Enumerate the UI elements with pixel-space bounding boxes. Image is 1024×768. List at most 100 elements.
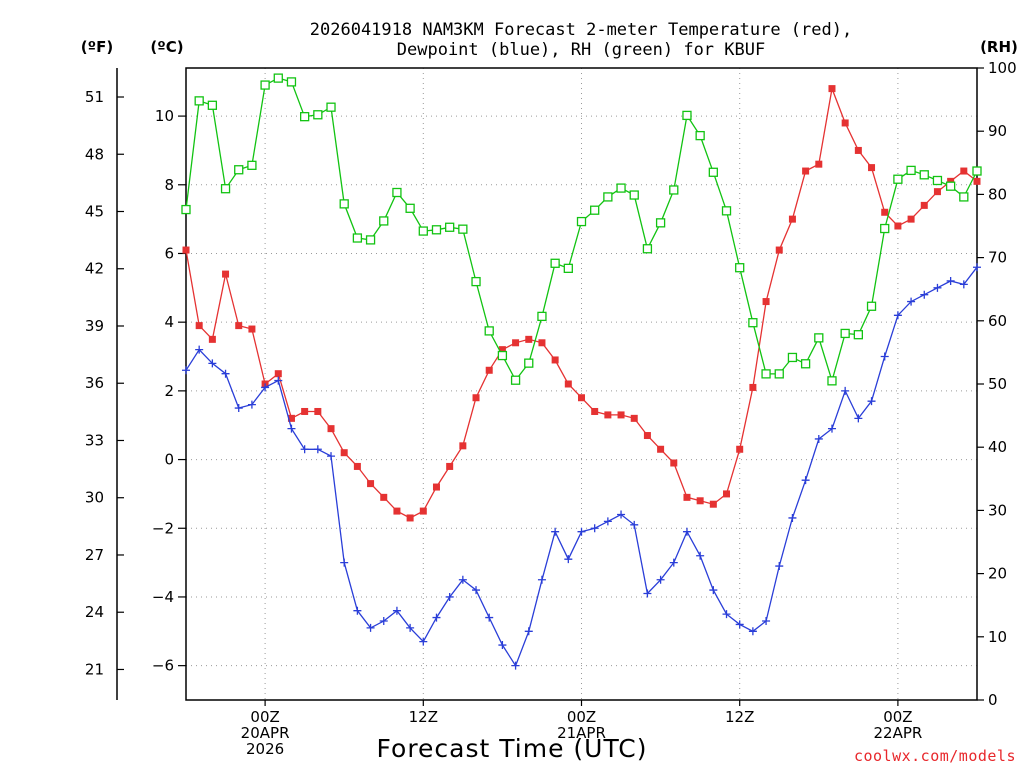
temperature-point xyxy=(683,493,691,501)
rh-point xyxy=(537,311,547,322)
rh-point xyxy=(827,376,837,386)
x-tick-label: 21APR xyxy=(557,724,606,742)
temperature-point xyxy=(222,270,230,278)
rh-tick-label: 60 xyxy=(988,312,1007,330)
x-tick-label: 2026 xyxy=(246,740,284,758)
fahrenheit-tick-label: 42 xyxy=(85,260,104,278)
dewpoint-point xyxy=(445,592,454,601)
dewpoint-point xyxy=(406,623,415,632)
temperature-point xyxy=(380,493,388,501)
rh-point xyxy=(814,333,824,343)
dewpoint-point xyxy=(880,352,889,361)
dewpoint-point xyxy=(617,510,626,519)
celsius-tick-label: 4 xyxy=(164,313,174,331)
rh-point xyxy=(919,170,929,180)
x-tick-label: 22APR xyxy=(873,724,922,742)
celsius-tick-label: 6 xyxy=(164,244,174,262)
rh-axis-unit: (RH) xyxy=(980,38,1018,56)
rh-point xyxy=(800,359,811,369)
rh-point xyxy=(339,199,349,209)
temperature-point xyxy=(920,201,928,209)
rh-tick-label: 80 xyxy=(988,185,1007,203)
temperature-point xyxy=(670,459,678,467)
temperature-point xyxy=(815,160,823,168)
dewpoint-point xyxy=(485,613,494,622)
series-rh xyxy=(181,73,982,386)
rh-point xyxy=(181,204,191,215)
dewpoint-point xyxy=(959,280,968,289)
rh-tick-label: 0 xyxy=(988,691,998,709)
temperature-point xyxy=(446,462,454,470)
rh-point xyxy=(207,100,218,110)
temperature-point xyxy=(459,442,467,450)
dewpoint-point xyxy=(748,627,757,636)
fahrenheit-tick-label: 51 xyxy=(85,88,104,106)
dewpoint-point xyxy=(643,589,652,598)
dewpoint-point xyxy=(498,641,507,650)
rh-point xyxy=(774,369,784,379)
celsius-tick-label: 2 xyxy=(164,382,174,400)
temperature-point xyxy=(630,414,638,422)
dewpoint-point xyxy=(300,445,309,454)
rh-tick-label: 70 xyxy=(988,249,1007,267)
temperature-point xyxy=(841,119,849,127)
dewpoint-point xyxy=(603,517,612,526)
tick-labels: −6−4−20246810212427303336394245485101020… xyxy=(85,59,1017,758)
rh-point xyxy=(735,263,745,273)
temperature-point xyxy=(512,339,520,347)
fahrenheit-axis-unit: (ºF) xyxy=(81,38,113,56)
temperature-point xyxy=(287,414,295,422)
dewpoint-point xyxy=(419,637,428,646)
rh-point xyxy=(484,326,494,336)
temperature-point xyxy=(564,380,572,388)
dewpoint-point xyxy=(551,527,560,536)
rh-point xyxy=(655,218,666,228)
temperature-point xyxy=(367,480,375,488)
rh-point xyxy=(893,174,903,184)
dewpoint-point xyxy=(946,276,955,285)
rh-tick-label: 100 xyxy=(988,59,1017,77)
temperature-point xyxy=(617,411,625,419)
rh-tick-label: 90 xyxy=(988,122,1007,140)
temperature-point xyxy=(868,164,876,172)
temperature-point xyxy=(406,514,414,522)
dewpoint-point xyxy=(537,575,546,584)
dewpoint-point xyxy=(524,627,533,636)
dewpoint-point xyxy=(722,610,731,619)
temperature-point xyxy=(235,322,243,330)
temperature-point xyxy=(696,497,704,505)
rh-point xyxy=(563,263,573,273)
dewpoint-point xyxy=(893,311,902,320)
series-dewpoint xyxy=(182,263,981,670)
temperature-point xyxy=(353,462,361,470)
x-tick-label: 00Z xyxy=(883,708,912,726)
rh-point xyxy=(234,165,244,175)
rh-point xyxy=(379,216,389,226)
rh-point xyxy=(708,167,718,177)
rh-point xyxy=(959,192,969,202)
rh-point xyxy=(787,352,798,363)
grid-lines xyxy=(186,68,977,700)
celsius-tick-label: −4 xyxy=(152,588,174,606)
rh-point xyxy=(629,190,639,200)
temperature-point xyxy=(749,383,757,391)
rh-point xyxy=(458,224,468,234)
dewpoint-point xyxy=(907,297,916,306)
rh-point xyxy=(194,96,204,106)
x-tick-label: 12Z xyxy=(409,708,438,726)
rh-point xyxy=(365,235,376,245)
celsius-tick-label: −6 xyxy=(152,657,174,675)
rh-point xyxy=(972,166,982,176)
temperature-point xyxy=(578,394,585,402)
dewpoint-point xyxy=(195,345,204,354)
rh-point xyxy=(906,165,916,176)
dewpoint-point xyxy=(208,359,217,368)
temperature-point xyxy=(301,407,309,415)
fahrenheit-tick-label: 45 xyxy=(85,202,104,220)
dewpoint-point xyxy=(735,620,744,629)
fahrenheit-tick-label: 33 xyxy=(85,431,104,449)
dewpoint-point xyxy=(340,558,349,567)
dewpoint-point xyxy=(577,527,586,536)
rh-point xyxy=(616,183,626,193)
